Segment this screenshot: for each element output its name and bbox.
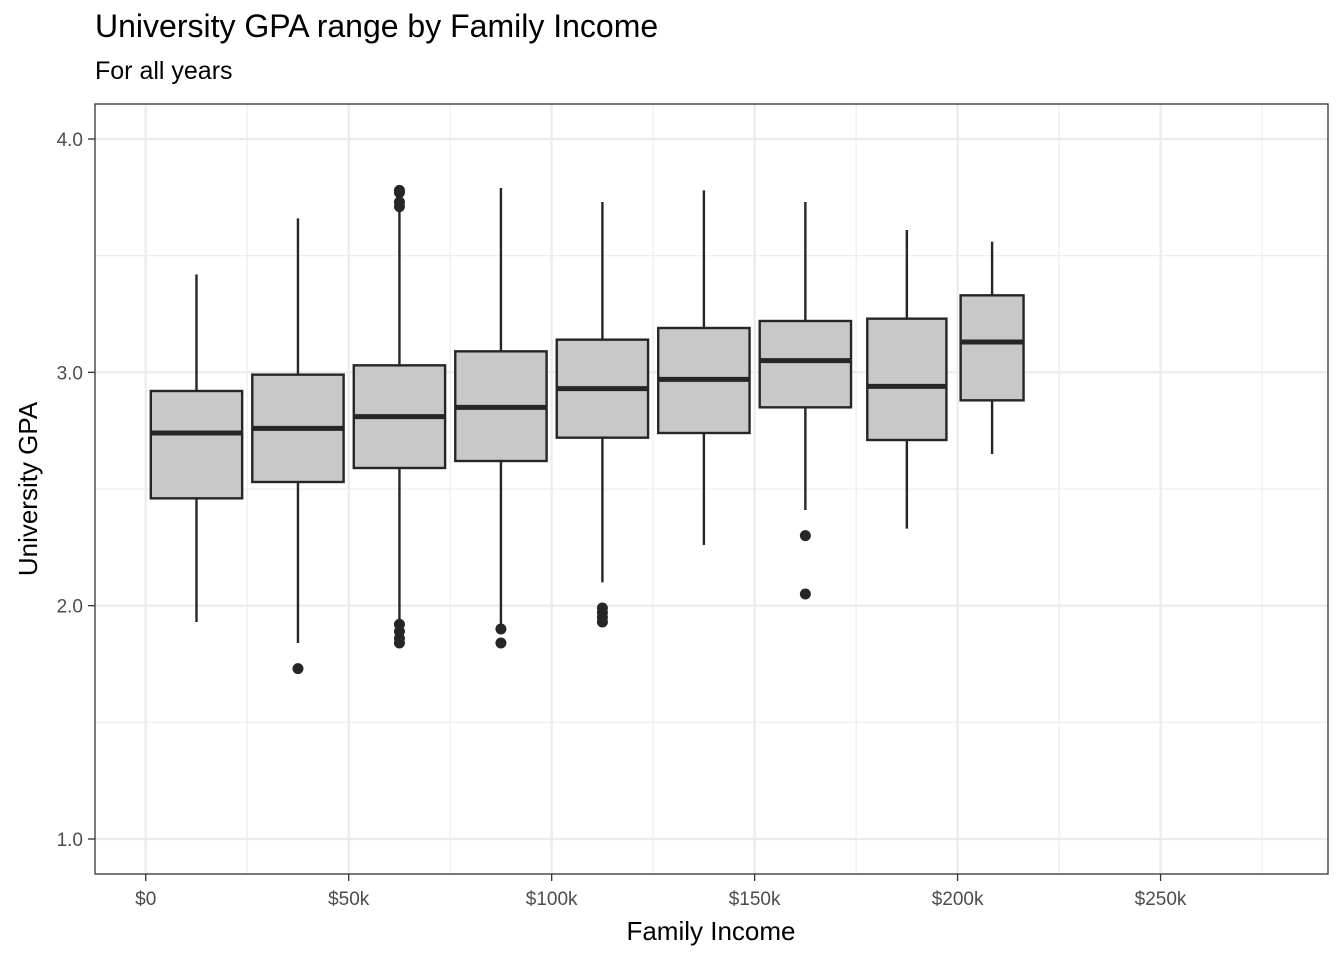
outlier-point: [495, 637, 507, 649]
plot-panel-border: [94, 103, 1329, 875]
box: [352, 184, 447, 649]
x-axis-title: Family Income: [626, 916, 795, 946]
y-axis-title: University GPA: [13, 401, 43, 576]
y-tick-label: 4.0: [57, 130, 83, 151]
box: [555, 202, 650, 628]
box-body: [149, 389, 244, 500]
box: [454, 188, 548, 649]
outlier-point: [393, 637, 405, 649]
x-tick-label: $250k: [1135, 889, 1187, 910]
axes: $0 $50k $100k $150k $200k $250k 1.0 2.0 3.0 4.0: [57, 130, 1187, 910]
box: [758, 202, 853, 600]
outlier-point: [292, 663, 304, 675]
outlier-point: [799, 530, 811, 542]
box: [251, 218, 345, 675]
outlier-point: [799, 588, 811, 600]
box: [866, 230, 948, 529]
grid-lines: [95, 104, 1328, 874]
chart-title: University GPA range by Family Income: [95, 8, 659, 44]
y-tick-label: 3.0: [57, 363, 83, 384]
box: [657, 190, 751, 545]
box-body: [758, 319, 853, 409]
box: [149, 274, 244, 622]
outlier-point: [596, 616, 608, 628]
box: [959, 241, 1025, 454]
y-tick-label: 2.0: [57, 597, 83, 618]
outlier-point: [495, 623, 507, 635]
x-tick-label: $150k: [729, 889, 781, 910]
outlier-point: [393, 201, 405, 213]
x-tick-label: $100k: [526, 889, 578, 910]
box-body: [866, 317, 948, 442]
outlier-point: [393, 187, 405, 199]
box-body: [959, 294, 1025, 402]
x-tick-label: $50k: [328, 889, 370, 910]
x-tick-label: $0: [135, 889, 156, 910]
y-tick-label: 1.0: [57, 830, 83, 851]
box-series: [149, 184, 1025, 675]
x-tick-label: $200k: [932, 889, 984, 910]
chart-subtitle: For all years: [95, 57, 233, 85]
